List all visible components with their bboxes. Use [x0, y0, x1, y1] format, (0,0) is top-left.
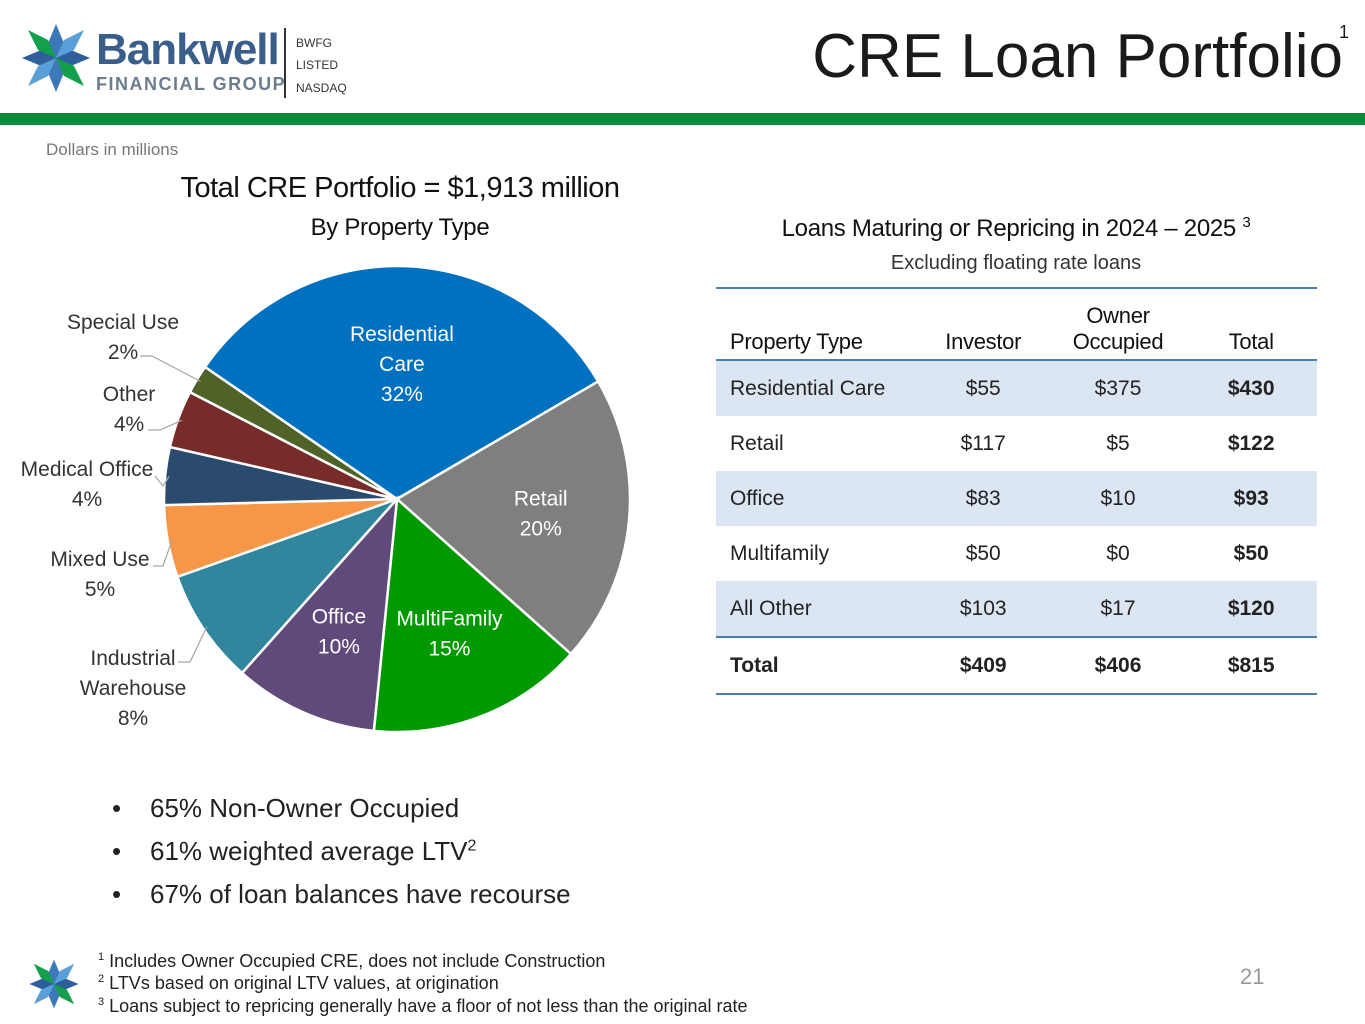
table-subtitle: Excluding floating rate loans	[890, 252, 1142, 274]
pie-label-industrial-warehouse: Industrial Warehouse 8%	[80, 647, 187, 730]
pie-label-retail: Retail 20%	[514, 487, 568, 540]
pie-label-other: Other 4%	[103, 383, 156, 436]
table-total-row: Total $409 $406 $815	[716, 636, 1317, 695]
footnote: 3 Loans subject to repricing generally h…	[98, 996, 748, 1017]
column-header: Property Type	[716, 287, 916, 361]
ticker-line: LISTED	[296, 58, 339, 72]
bullet-item: • 65% Non-Owner Occupied	[112, 793, 460, 823]
table-cell: $55	[915, 360, 1051, 416]
table-cell: $93	[1185, 471, 1317, 526]
pie-label-multifamily: MultiFamily 15%	[396, 608, 503, 661]
chart-subtitle: By Property Type	[310, 214, 490, 241]
table-cell: $10	[1050, 471, 1186, 526]
table-cell: $122	[1227, 431, 1275, 455]
table-title-text: Loans Maturing or Repricing in 2024 – 20…	[781, 215, 1237, 242]
table-cell: Multifamily	[730, 541, 830, 565]
pie-slice-office	[240, 495, 399, 733]
bullet-item: • 61% weighted average LTV2	[112, 836, 477, 866]
table-cell: All Other	[716, 581, 916, 637]
pie-slice-multifamily	[372, 496, 573, 734]
pie-leader-line	[140, 355, 201, 382]
table-row: Residential Care $55 $375 $430	[716, 360, 1317, 416]
page-title-footnote: 1	[1338, 22, 1349, 42]
bullet-footnote: 2	[467, 837, 477, 855]
chart-title: Total CRE Portfolio = $1,913 million	[180, 172, 620, 204]
table-row: Office $83 $10 $93	[716, 471, 1317, 526]
brand-subtitle: FINANCIAL GROUP	[96, 74, 287, 94]
header-accent-bar	[0, 113, 1365, 125]
pie-label-mixed-use: Mixed Use 5%	[50, 548, 149, 601]
column-header: Owner Occupied	[1050, 287, 1186, 361]
table-cell: Office	[716, 471, 916, 526]
bullet-text: 65% Non-Owner Occupied	[150, 793, 460, 823]
bullet-text: 67% of loan balances have recourse	[150, 879, 571, 909]
table-cell: Retail	[730, 431, 784, 455]
pie-label-special-use: Special Use 2%	[67, 311, 179, 364]
table-title: Loans Maturing or Repricing in 2024 – 20…	[716, 214, 1316, 243]
loan-maturity-table: Property Type Investor Owner Occupied To…	[716, 287, 1317, 695]
footnote-text: LTVs based on original LTV values, at or…	[109, 973, 499, 993]
ticker-line: BWFG	[296, 36, 332, 50]
pie-chart: Residential Care 32% Retail 20% MultiFamily 15…	[21, 264, 632, 734]
pie-leader-line	[148, 419, 183, 431]
pie-slice-residential-care	[203, 264, 600, 501]
column-header-text: Owner Occupied	[1072, 303, 1164, 354]
table-cell: $0	[1106, 541, 1130, 565]
table-cell: $50	[965, 541, 1001, 565]
table-title-footnote: 3	[1242, 214, 1251, 231]
footnote-number: 1	[98, 951, 105, 963]
column-header: Total	[1185, 287, 1317, 361]
ticker-line: NASDAQ	[296, 81, 347, 95]
header-divider	[284, 28, 286, 98]
pie-leader-line	[153, 540, 173, 567]
table-cell: $17	[1050, 581, 1186, 637]
pie-label-medical-office: Medical Office 4%	[21, 458, 154, 511]
units-note: Dollars in millions	[46, 140, 179, 159]
footnote-number: 3	[98, 996, 105, 1008]
pie-leader-line	[178, 626, 208, 663]
brand-name: Bankwell	[96, 25, 280, 74]
table-row: Retail $117 $5 $122	[716, 416, 1317, 471]
footnote: 1 Includes Owner Occupied CRE, does not …	[98, 951, 605, 972]
pie-slice-industrial-warehouse	[175, 497, 398, 675]
footnote-number: 2	[98, 973, 105, 985]
table-cell: $83	[915, 471, 1051, 526]
table-cell: Total	[716, 636, 916, 695]
table-cell: $409	[915, 636, 1051, 695]
table-cell: $5	[1106, 431, 1130, 455]
table-cell: $117	[960, 431, 1006, 455]
pie-slice-retail	[394, 379, 632, 656]
table-cell: $375	[1050, 360, 1186, 416]
bullet-item: • 67% of loan balances have recourse	[112, 879, 571, 909]
table-cell: $430	[1185, 360, 1317, 416]
page-number: 21	[1240, 964, 1265, 989]
bankwell-logo-icon	[29, 959, 79, 1009]
table-row: All Other $103 $17 $120	[716, 581, 1317, 637]
table-header-row: Property Type Investor Owner Occupied To…	[716, 287, 1317, 361]
table-cell: Residential Care	[716, 360, 916, 416]
table-cell: $406	[1050, 636, 1186, 695]
footnote-text: Includes Owner Occupied CRE, does not in…	[109, 951, 606, 971]
table-cell: $120	[1185, 581, 1317, 637]
footnote: 2 LTVs based on original LTV values, at …	[98, 973, 499, 994]
table-row: Multifamily $50 $0 $50	[716, 526, 1317, 581]
table-cell: $50	[1233, 541, 1269, 565]
bankwell-logo-icon	[22, 24, 90, 92]
table-cell: $103	[915, 581, 1051, 637]
page-title: CRE Loan Portfolio	[812, 22, 1343, 91]
table-cell: $815	[1185, 636, 1317, 695]
pie-leader-line	[154, 475, 170, 488]
pie-label-office: Office 10%	[312, 605, 366, 658]
pie-label-residential-care: Residential Care 32%	[350, 323, 454, 406]
bullet-text: 61% weighted average LTV	[150, 836, 468, 866]
column-header: Investor	[915, 287, 1051, 361]
footnote-text: Loans subject to repricing generally hav…	[109, 996, 748, 1016]
